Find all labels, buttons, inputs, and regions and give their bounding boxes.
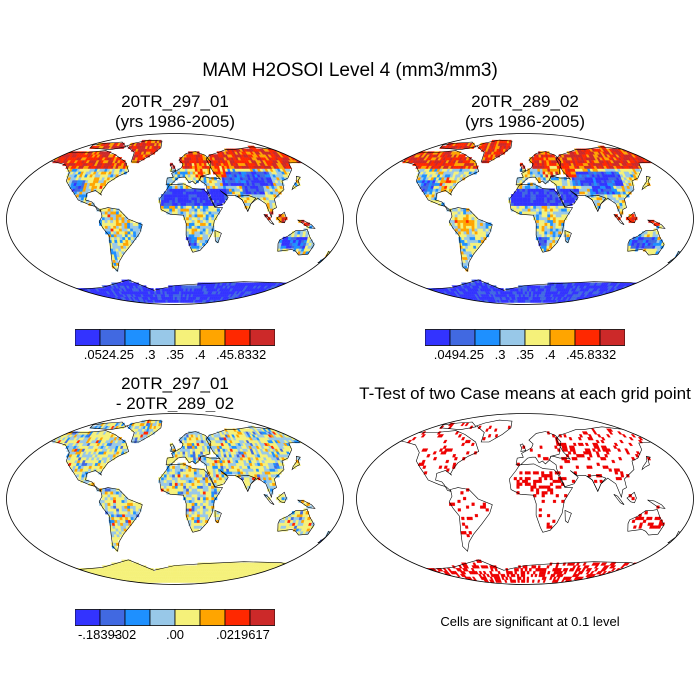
colorbar-tick-label: .02 (215, 627, 235, 642)
map-frame (6, 413, 344, 585)
colorbar-box (474, 329, 501, 346)
panel-2-title-line1: 20TR_289_02 (471, 92, 579, 111)
colorbar-tick-label: -.18393 (77, 627, 123, 642)
colorbar-box (549, 329, 576, 346)
colorbar-box (124, 329, 151, 346)
map-panel-2 (355, 132, 695, 306)
colorbar-tick-label: .45 (565, 347, 585, 362)
map-frame (6, 133, 344, 305)
colorbar-tick-label: .35 (515, 347, 535, 362)
colorbar-panel-3 (75, 609, 275, 626)
panel-1-title: 20TR_297_01 (yrs 1986-2005) (0, 92, 350, 132)
colorbar-box (149, 609, 176, 626)
colorbar-panel-3-labels: -.18393 -.02 .00 .02.19617 (75, 627, 275, 643)
colorbar-tick-label: .45 (215, 347, 235, 362)
colorbar-box (124, 609, 151, 626)
colorbar-tick-label: .25 (465, 347, 485, 362)
colorbar-tick-label: .19617 (230, 627, 270, 642)
colorbar-tick-label: .3 (494, 347, 506, 362)
colorbar-box (499, 329, 526, 346)
colorbar-panel-1-labels: .0524.25 .3 .35 .4 .45.8332 (75, 347, 275, 363)
map-panel-1 (5, 132, 345, 306)
coastlines (41, 139, 333, 305)
panel-3-title: 20TR_297_01 - 20TR_289_02 (0, 374, 350, 414)
panel-1-title-line1: 20TR_297_01 (121, 92, 229, 111)
colorbar-panel-2-labels: .0494.25 .3 .35 .4 .45.8332 (425, 347, 625, 363)
colorbar-box (174, 609, 201, 626)
colorbar-box (174, 329, 201, 346)
colorbar-box (224, 609, 251, 626)
panel-1-title-line2: (yrs 1986-2005) (114, 112, 235, 131)
colorbar-box (224, 329, 251, 346)
panel-4-title: T-Test of two Case means at each grid po… (350, 384, 700, 404)
colorbar-box (199, 329, 226, 346)
coastlines (41, 419, 333, 585)
colorbar-box (449, 329, 476, 346)
colorbar-tick-label: .4 (544, 347, 556, 362)
colorbar-box (75, 609, 101, 626)
colorbar-box (574, 329, 601, 346)
colorbar-panel-1 (75, 329, 275, 346)
colorbar-tick-label: .8332 (233, 347, 267, 362)
map-panel-4 (355, 412, 695, 586)
colorbar-box (149, 329, 176, 346)
colorbar-tick-label: .0494 (433, 347, 467, 362)
colorbar-tick-label: .35 (165, 347, 185, 362)
colorbar-box (249, 329, 275, 346)
colorbar-tick-label: .0524 (83, 347, 117, 362)
colorbar-panel-2 (425, 329, 625, 346)
colorbar-box (199, 609, 226, 626)
colorbar-box (249, 609, 275, 626)
colorbar-tick-label: .4 (194, 347, 206, 362)
panel-3-title-line2: - 20TR_289_02 (115, 394, 235, 413)
colorbar-box (99, 329, 126, 346)
colorbar-tick-label: .8332 (583, 347, 617, 362)
panel-2-title: 20TR_289_02 (yrs 1986-2005) (350, 92, 700, 132)
significance-note: Cells are significant at 0.1 level (440, 614, 620, 629)
map-frame (356, 133, 694, 305)
colorbar-tick-label: .25 (115, 347, 135, 362)
colorbar-box (75, 329, 101, 346)
colorbar-tick-label: .00 (165, 627, 185, 642)
figure-title: MAM H2OSOI Level 4 (mm3/mm3) (202, 60, 498, 81)
colorbar-tick-label: .3 (144, 347, 156, 362)
map-panel-3 (5, 412, 345, 586)
panel-3-title-line1: 20TR_297_01 (121, 374, 229, 393)
colorbar-box (524, 329, 551, 346)
colorbar-box (599, 329, 625, 346)
panel-4-title-line1: T-Test of two Case means at each grid po… (359, 384, 691, 403)
map-frame (356, 413, 694, 585)
colorbar-tick-label: -.02 (113, 627, 137, 642)
panel-2-title-line2: (yrs 1986-2005) (464, 112, 585, 131)
colorbar-box (99, 609, 126, 626)
colorbar-box (425, 329, 451, 346)
